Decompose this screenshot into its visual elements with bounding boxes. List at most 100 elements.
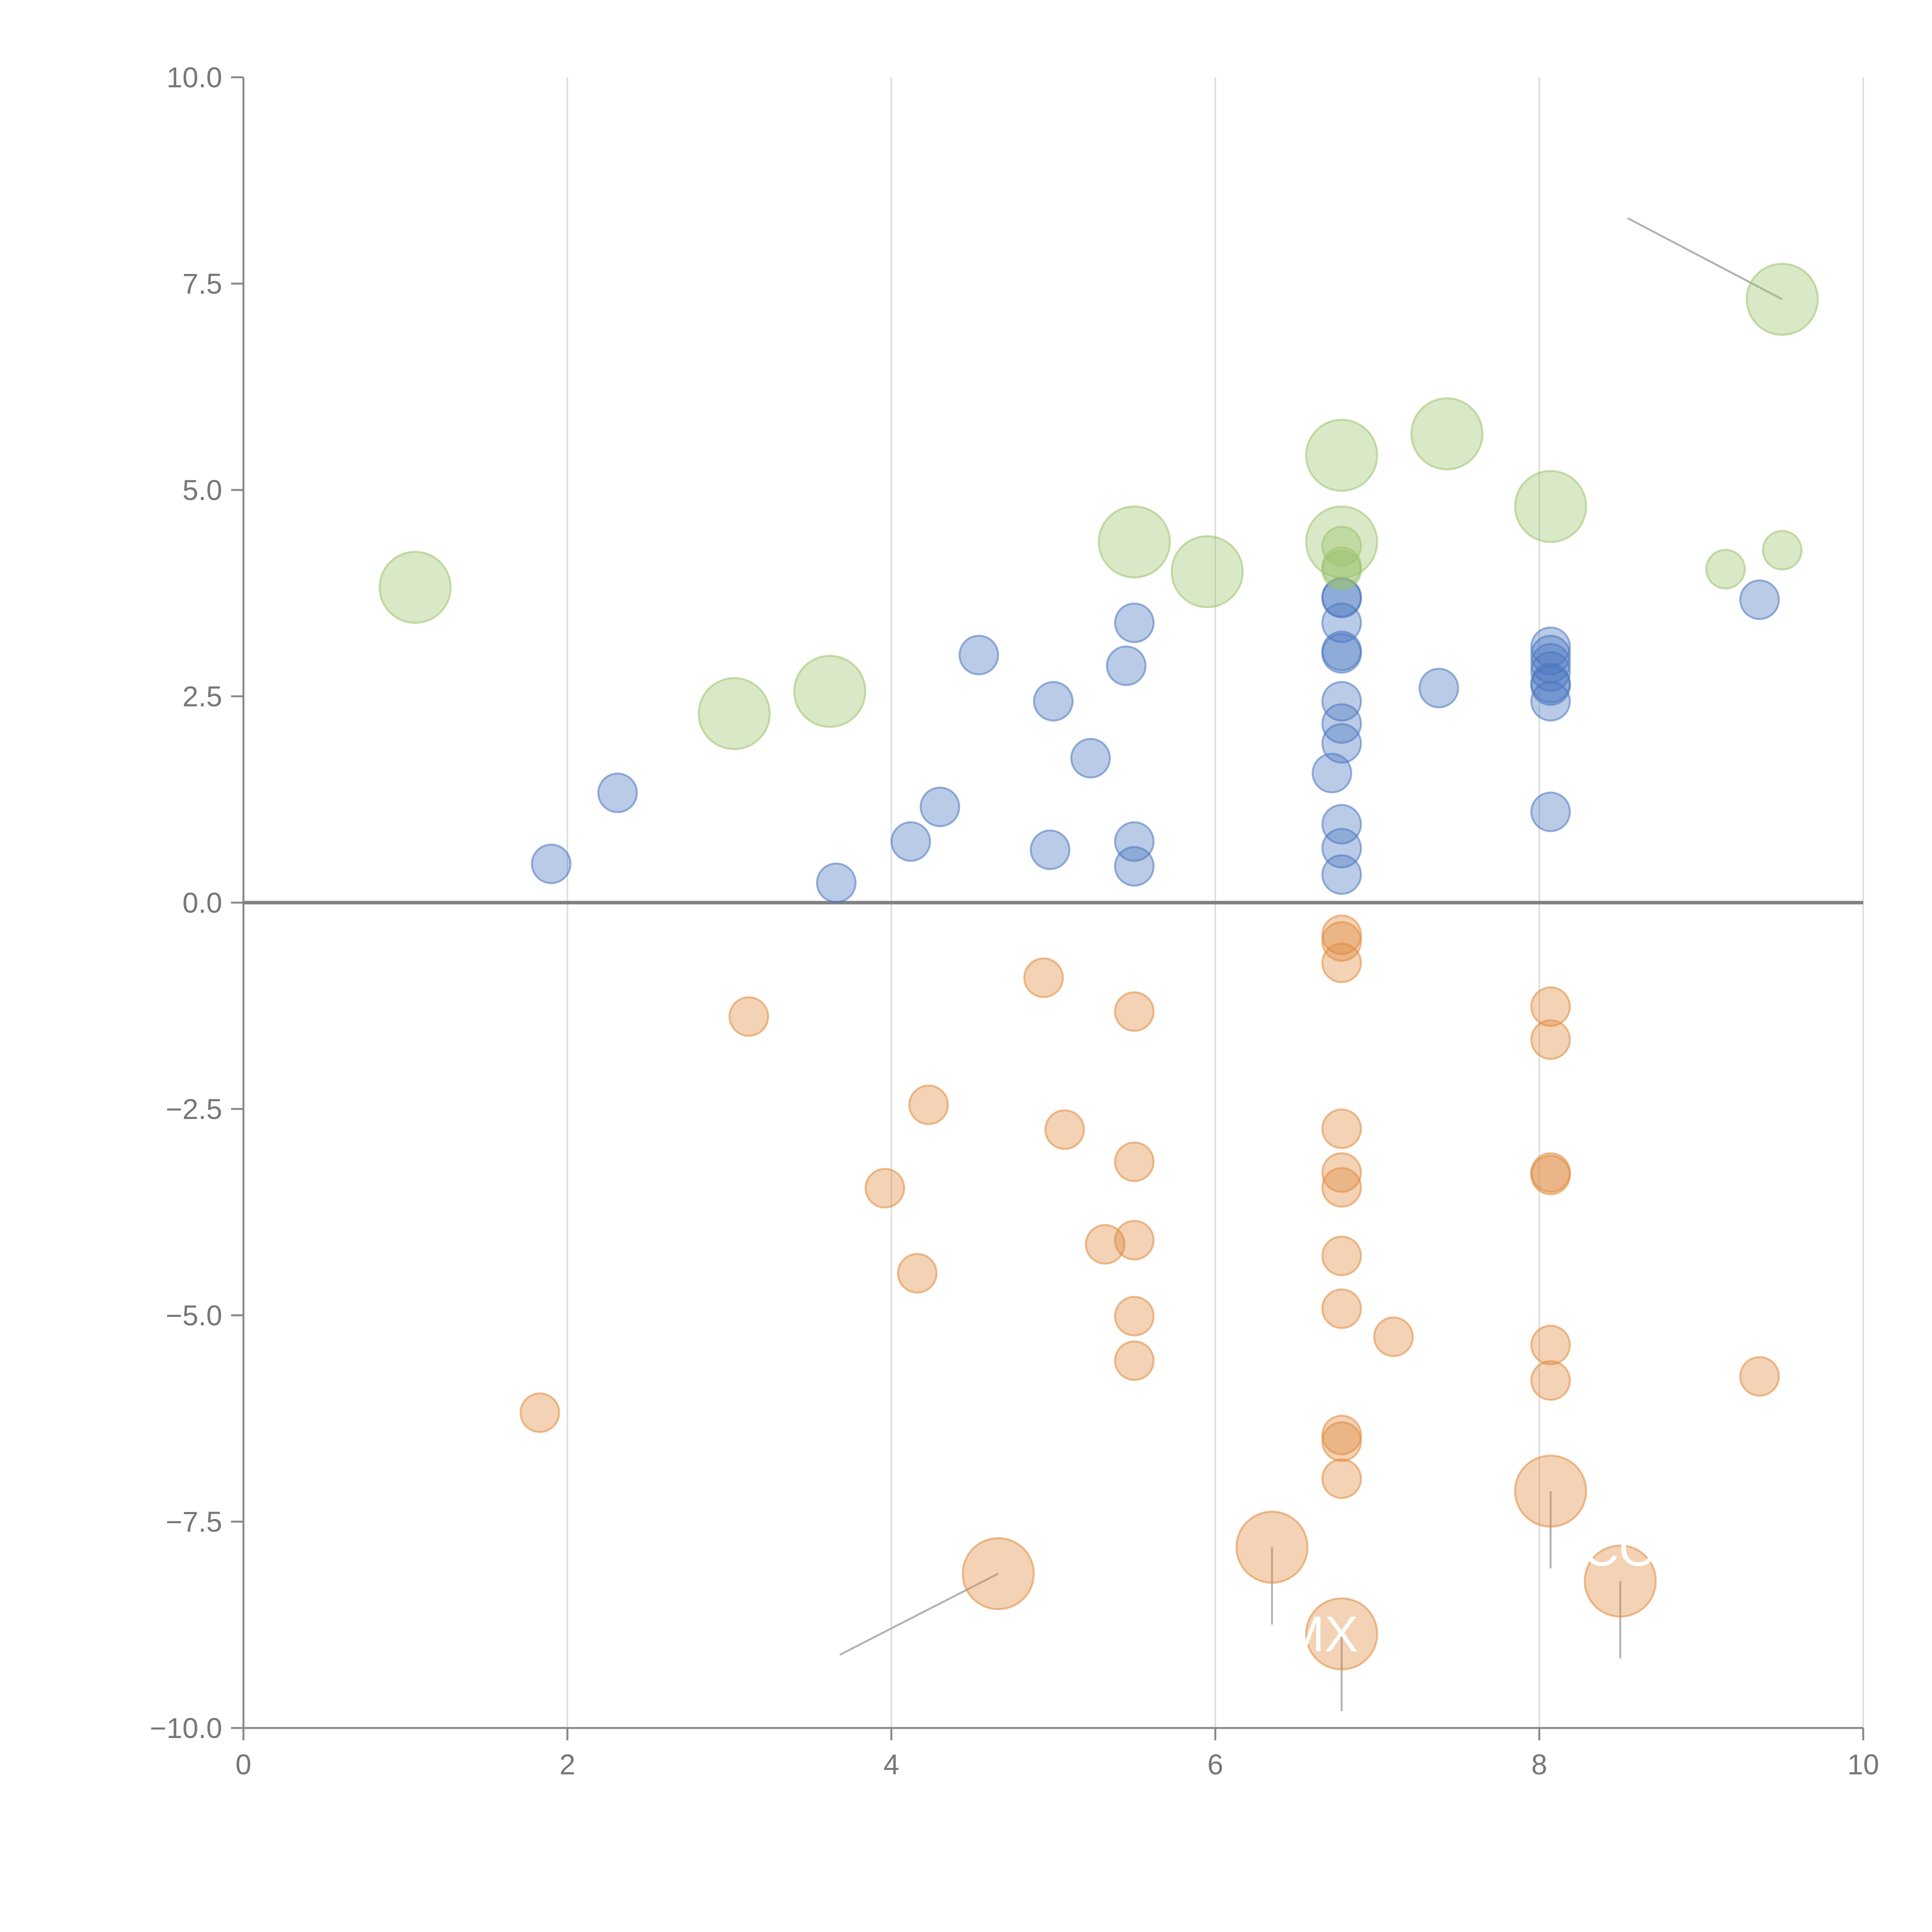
blue-point: [1321, 703, 1362, 744]
orange-point: [519, 1392, 560, 1433]
orange-point: [1373, 1316, 1414, 1357]
blue-point: [1321, 804, 1362, 845]
x-tick-label: 8: [1531, 1748, 1547, 1781]
green-large-point: [1305, 505, 1378, 579]
blue-point: [1530, 643, 1571, 684]
y-tick-label: −7.5: [166, 1506, 222, 1538]
green-large-point: [1305, 418, 1378, 492]
data-points: [378, 263, 1819, 1670]
orange-point: [1530, 1019, 1571, 1060]
blue-point: [1530, 651, 1571, 692]
blue-point: [1321, 681, 1362, 722]
annotation-leader: [832, 652, 854, 686]
orange-large-point: [1514, 1454, 1587, 1528]
orange-point: [908, 1084, 949, 1125]
orange-point: [1114, 1340, 1155, 1381]
orange-point: [1321, 1235, 1362, 1276]
orange-point: [1114, 991, 1155, 1032]
green-large-point: [1514, 470, 1587, 543]
annotation-leader: [1627, 217, 1783, 300]
orange-point: [1321, 942, 1362, 983]
orange-point: [1321, 1167, 1362, 1208]
green-point: [1321, 526, 1362, 566]
blue-point: [1033, 681, 1074, 722]
blue-point: [1530, 626, 1571, 667]
blue-point: [1321, 854, 1362, 895]
annotation-leader: [1556, 498, 1590, 507]
orange-point: [1530, 1155, 1571, 1196]
blue-point: [1106, 645, 1147, 686]
orange-point: [1321, 1152, 1362, 1193]
axes: −10.0 −7.5 −5.0 −2.5 0.0 2.5 5.0 7.5 10.0 0 2 4 6 8 10: [150, 61, 1879, 1781]
y-tick-label: 0.0: [182, 887, 222, 919]
x-tick-label: 4: [883, 1748, 899, 1781]
blue-point: [1530, 791, 1571, 832]
x-tick-label: 0: [235, 1748, 251, 1781]
green-large-point: [378, 551, 452, 624]
annotation-leaders: [418, 217, 1783, 1711]
blue-point: [890, 821, 931, 862]
blue-point: [531, 844, 571, 884]
annotation-label: CO: [1583, 1520, 1658, 1577]
orange-point: [1023, 957, 1064, 998]
orange-point: [1739, 1356, 1780, 1397]
orange-point: [1114, 1220, 1155, 1261]
annotation-leader: [1452, 417, 1482, 433]
orange-point: [1321, 1458, 1362, 1499]
x-tick-label: 10: [1847, 1748, 1879, 1781]
blue-point: [597, 772, 638, 813]
orange-point: [1044, 1109, 1085, 1150]
green-large-point: [697, 677, 771, 750]
y-tick-label: 5.0: [182, 474, 222, 506]
green-large-point: [1170, 535, 1244, 608]
annotation-leader: [1204, 533, 1208, 566]
blue-point: [958, 634, 999, 675]
y-tick-label: −5.0: [166, 1299, 222, 1332]
annotation-leader: [1345, 427, 1369, 452]
orange-point: [1530, 1325, 1571, 1366]
y-tick-label: 2.5: [182, 680, 222, 713]
green-large-point: [1410, 397, 1484, 471]
x-tick-label: 2: [560, 1748, 575, 1781]
orange-point: [1321, 1288, 1362, 1329]
green-large-point: [1745, 263, 1819, 336]
y-tick-label: 7.5: [182, 268, 222, 300]
green-point: [1762, 530, 1803, 571]
orange-point: [897, 1253, 938, 1294]
blue-point: [1321, 631, 1362, 672]
orange-large-point: [1305, 1597, 1378, 1670]
blue-point: [1114, 846, 1155, 887]
blue-point: [1739, 579, 1780, 620]
orange-point: [1321, 1108, 1362, 1149]
green-large-point: [793, 655, 867, 728]
annotation-leader: [699, 718, 730, 749]
blue-point: [1114, 821, 1155, 862]
blue-point: [1030, 829, 1071, 870]
orange-point: [864, 1168, 905, 1209]
green-large-point: [1098, 505, 1171, 579]
blue-point: [816, 862, 857, 903]
orange-point: [728, 996, 769, 1037]
orange-large-point: [1583, 1544, 1657, 1618]
blue-point: [1114, 602, 1155, 643]
annotation-leader: [839, 1573, 999, 1656]
y-tick-label: 10.0: [167, 61, 222, 94]
annotation-leader: [418, 560, 443, 584]
orange-large-point: [961, 1537, 1035, 1611]
y-tick-label: −10.0: [150, 1712, 222, 1744]
y-tick-label: −2.5: [166, 1093, 222, 1125]
orange-point: [1530, 1360, 1571, 1401]
orange-point: [1114, 1141, 1155, 1182]
orange-point: [1321, 921, 1362, 962]
orange-point: [1114, 1296, 1155, 1337]
orange-large-point: [1235, 1510, 1309, 1584]
orange-point: [1530, 986, 1571, 1027]
blue-point: [920, 786, 961, 827]
x-tick-label: 6: [1208, 1748, 1223, 1781]
orange-point: [1321, 1421, 1362, 1462]
blue-point: [1070, 738, 1111, 779]
annotation-leader: [1134, 503, 1143, 537]
blue-point: [1418, 668, 1459, 709]
